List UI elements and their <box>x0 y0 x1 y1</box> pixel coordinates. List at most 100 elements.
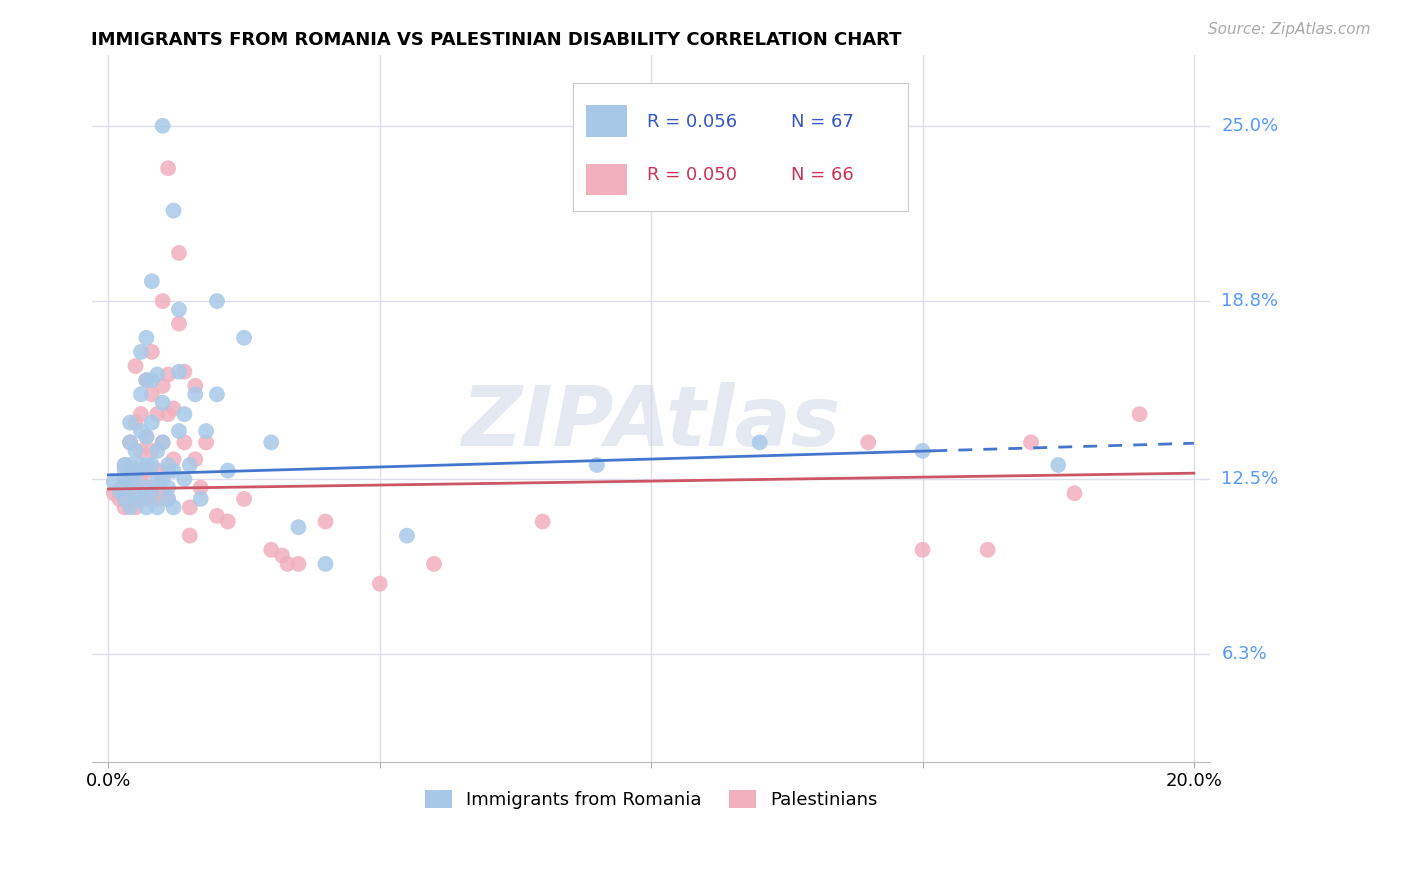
Point <box>167 365 190 379</box>
Point <box>146 368 169 382</box>
Point <box>141 458 163 472</box>
Point <box>146 491 169 506</box>
Point <box>184 387 207 401</box>
Point <box>858 435 880 450</box>
Point <box>167 302 190 317</box>
Point <box>368 576 391 591</box>
Point <box>114 491 136 506</box>
Point <box>911 443 934 458</box>
Point <box>173 365 195 379</box>
Point <box>129 458 152 472</box>
Point <box>120 464 142 478</box>
Text: 12.5%: 12.5% <box>1222 470 1278 488</box>
Point <box>162 401 184 416</box>
Point <box>157 368 180 382</box>
Text: 18.8%: 18.8% <box>1222 292 1278 310</box>
Point <box>179 458 201 472</box>
Point <box>129 443 152 458</box>
Point <box>141 387 163 401</box>
Point <box>124 500 146 515</box>
Point <box>114 475 136 489</box>
Point <box>1129 407 1152 421</box>
Point <box>135 430 157 444</box>
Point <box>287 520 309 534</box>
Point <box>217 464 239 478</box>
Point <box>146 464 169 478</box>
Point <box>205 508 228 523</box>
Point <box>120 491 142 506</box>
Point <box>135 331 157 345</box>
Point <box>124 481 146 495</box>
Point <box>141 486 163 500</box>
Point <box>162 464 184 478</box>
Point <box>190 481 212 495</box>
Point <box>120 435 142 450</box>
Point <box>1047 458 1070 472</box>
Point <box>157 407 180 421</box>
Point <box>129 491 152 506</box>
Point <box>108 483 131 498</box>
Point <box>135 430 157 444</box>
Point <box>157 161 180 176</box>
Point <box>190 491 212 506</box>
Point <box>217 515 239 529</box>
Point <box>157 491 180 506</box>
Point <box>173 435 195 450</box>
Point <box>531 515 554 529</box>
Point <box>287 557 309 571</box>
Point <box>120 435 142 450</box>
Point <box>135 373 157 387</box>
Point <box>120 472 142 486</box>
Point <box>157 464 180 478</box>
Point <box>233 331 256 345</box>
Point <box>129 407 152 421</box>
Point <box>124 464 146 478</box>
Point <box>167 317 190 331</box>
Point <box>976 542 998 557</box>
Point <box>205 293 228 308</box>
Point <box>129 387 152 401</box>
Point <box>423 557 446 571</box>
Point <box>395 529 418 543</box>
Point <box>173 472 195 486</box>
Point <box>114 472 136 486</box>
Point <box>124 416 146 430</box>
Point <box>184 452 207 467</box>
Point <box>141 345 163 359</box>
Point <box>124 464 146 478</box>
Point <box>135 500 157 515</box>
Point <box>195 424 218 438</box>
Point <box>135 491 157 506</box>
Point <box>120 416 142 430</box>
Point <box>114 458 136 472</box>
Point <box>276 557 298 571</box>
Point <box>129 472 152 486</box>
Point <box>135 458 157 472</box>
Point <box>748 435 770 450</box>
Point <box>146 472 169 486</box>
Point <box>157 491 180 506</box>
Text: 25.0%: 25.0% <box>1222 117 1278 135</box>
Point <box>124 472 146 486</box>
Point <box>179 529 201 543</box>
Point <box>152 435 174 450</box>
Point <box>195 435 218 450</box>
Point <box>152 472 174 486</box>
Point <box>205 387 228 401</box>
Point <box>586 458 609 472</box>
Text: Source: ZipAtlas.com: Source: ZipAtlas.com <box>1208 22 1371 37</box>
Point <box>233 491 256 506</box>
Point <box>141 416 163 430</box>
Point <box>260 435 283 450</box>
Point <box>146 443 169 458</box>
Point <box>260 542 283 557</box>
Point <box>114 458 136 472</box>
Point <box>129 424 152 438</box>
Point <box>141 274 163 288</box>
Point <box>146 500 169 515</box>
Point <box>141 443 163 458</box>
Text: ZIPAtlas: ZIPAtlas <box>461 382 841 463</box>
Point <box>124 359 146 373</box>
Point <box>152 486 174 500</box>
Point <box>162 500 184 515</box>
